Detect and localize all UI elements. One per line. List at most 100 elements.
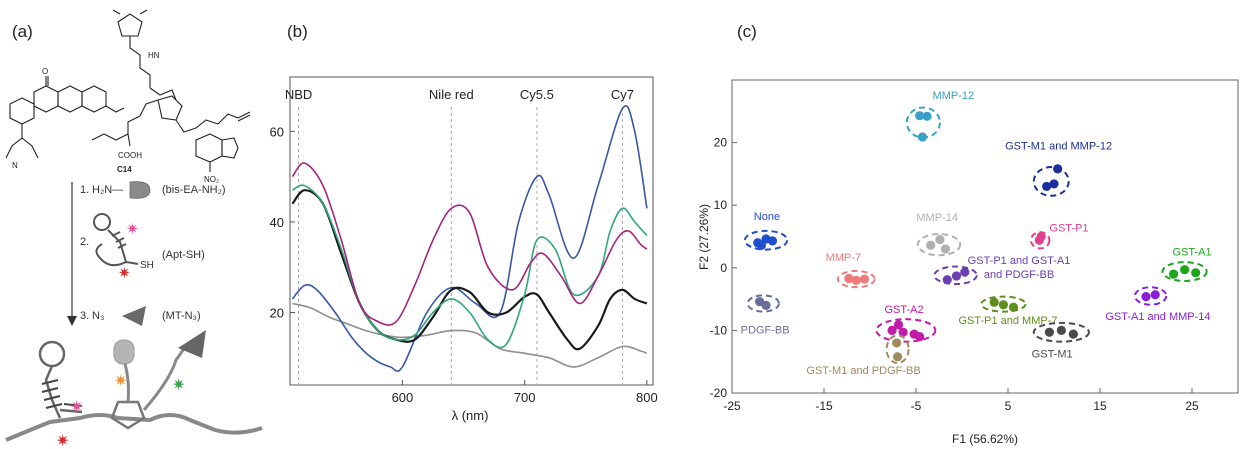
cluster-label-gst-p1: GST-P1 <box>1049 222 1088 234</box>
cluster-point-mmp-12-1 <box>922 111 932 121</box>
cluster-gst-m1: GST-M1 <box>1032 321 1090 360</box>
cluster-point-gst-a2-3 <box>915 332 925 342</box>
cluster-point-mmp-7-2 <box>859 274 870 284</box>
cluster-point-gst-m1-and-mmp-12-0 <box>1042 181 1052 192</box>
pca-y-axis-label: F2 (27.26%) <box>697 204 711 270</box>
step-3: 3. N₃ (MT-N₃) <box>80 306 201 326</box>
pink-star-icon: ✷ <box>126 221 139 238</box>
atom-hn-label: HN <box>148 51 160 60</box>
cluster-label-gst-m1-and-pdgf-bb: GST-M1 and PDGF-BB <box>806 365 920 377</box>
cluster-ellipse-gst-m1 <box>1032 321 1090 343</box>
cluster-point-gst-a2-4 <box>893 320 904 330</box>
cluster-ellipse-pdgf-bb <box>746 294 780 313</box>
aptamer-icon <box>93 213 139 267</box>
cluster-point-none-2 <box>767 236 778 246</box>
cluster-point-gst-a2-1 <box>898 327 908 337</box>
cluster-point-gst-a1-and-mmp-14-1 <box>1150 290 1160 300</box>
pca-x-tick-label-2: -5 <box>911 399 922 413</box>
pca-x-tick-label-5: 25 <box>1185 399 1199 413</box>
pca-x-tick-label-3: 5 <box>1005 399 1012 413</box>
cluster-ellipse-gst-a2 <box>875 318 937 343</box>
spectrum-series-0 <box>292 302 648 368</box>
panel-a-label: (a) <box>12 22 33 41</box>
cluster-point-gst-m1-and-mmp-12-2 <box>1053 164 1063 174</box>
cluster-gst-a2: GST-A2 <box>875 304 937 343</box>
cluster-mmp-12: MMP-12 <box>905 90 975 142</box>
cluster-label-gst-a1-and-mmp-14: GST-A1 and MMP-14 <box>1105 311 1210 323</box>
pca-x-axis-label: F1 (56.62%) <box>952 432 1018 446</box>
step-3-name: (MT-N₃) <box>162 310 201 322</box>
cluster-label-gst-a1: GST-A1 <box>1172 246 1211 258</box>
cluster-point-mmp-12-0 <box>915 111 925 121</box>
molecule-c14 <box>5 9 251 172</box>
cluster-gst-m1-and-mmp-12: GST-M1 and MMP-12 <box>1005 140 1112 197</box>
cluster-gst-p1: GST-P1 <box>1030 222 1089 250</box>
step-1-reagent: H₂N— <box>92 184 123 196</box>
step-2-name: (Apt-SH) <box>162 249 205 261</box>
pca-x-tick-label-1: -15 <box>815 399 833 413</box>
cluster-ellipse-mmp-7 <box>836 269 876 289</box>
red-star-icon: ✷ <box>118 265 131 282</box>
cluster-mmp-14: MMP-14 <box>916 212 962 257</box>
cluster-point-mmp-12-2 <box>917 132 928 142</box>
step-2-tag: SH <box>140 260 154 271</box>
spectrum-series-4 <box>291 162 648 326</box>
product-pink-star-icon: ✷ <box>70 399 83 416</box>
cluster-ellipse-gst-a1-and-mmp-14 <box>1133 286 1168 306</box>
cluster-point-gst-a1-0 <box>1169 269 1179 279</box>
y-tick-label-1: 40 <box>270 215 284 230</box>
cluster-ellipse-gst-p1-and-gst-a1-and-pdgf-bb <box>933 265 978 286</box>
cluster-point-gst-a1-2 <box>1191 268 1201 278</box>
y-tick-label-2: 60 <box>270 124 284 139</box>
pca-y-tick-label-4: 20 <box>714 136 728 150</box>
cluster-label-gst-m1: GST-M1 <box>1032 348 1073 360</box>
cluster-ellipse-mmp-14 <box>916 232 962 257</box>
cluster-point-gst-p1-and-mmp-7-2 <box>1008 302 1019 312</box>
pca-y-tick-label-1: -10 <box>710 323 728 337</box>
cluster-label-pdgf-bb: PDGF-BB <box>741 325 790 337</box>
cluster-none: None <box>743 211 789 251</box>
cluster-point-gst-p1-1 <box>1036 231 1046 242</box>
cluster-mmp-7: MMP-7 <box>826 252 876 289</box>
spectra-plot-frame <box>289 76 654 386</box>
cluster-label-gst-p1-and-gst-a1-and-pdgf-bb: GST-P1 and GST-A1 and PDGF-BB <box>968 255 1071 281</box>
pca-y-tick-label-2: 0 <box>720 261 727 275</box>
molecule-atom-labels: O HN COOH NO₂ N <box>12 51 219 184</box>
cluster-label-mmp-12: MMP-12 <box>933 90 975 102</box>
cluster-point-gst-m1-and-pdgf-bb-0 <box>892 338 902 348</box>
cluster-point-gst-p1-and-gst-a1-and-pdgf-bb-0 <box>942 275 952 285</box>
cluster-gst-p1-and-mmp-7: GST-P1 and MMP-7 <box>958 295 1058 327</box>
cluster-gst-a1: GST-A1 <box>1161 246 1212 282</box>
spectrum-series-3 <box>292 184 648 349</box>
spectra-x-axis-label: λ (nm) <box>452 408 489 423</box>
molecule-label: C14 <box>117 165 132 174</box>
cluster-ellipse-gst-a1 <box>1161 261 1208 282</box>
cluster-gst-p1-and-gst-a1-and-pdgf-bb: GST-P1 and GST-A1 and PDGF-BB <box>933 255 1071 286</box>
cluster-point-none-3 <box>756 240 767 250</box>
y-tick-label-0: 20 <box>270 306 284 321</box>
cluster-gst-m1-and-pdgf-bb: GST-M1 and PDGF-BB <box>806 334 921 377</box>
bis-ea-shape-icon <box>129 181 151 199</box>
atom-n-label: N <box>12 161 18 170</box>
cluster-label-gst-p1-and-mmp-7: GST-P1 and MMP-7 <box>958 315 1057 327</box>
cluster-point-pdgf-bb-1 <box>761 300 771 310</box>
cluster-point-mmp-7-1 <box>851 275 861 285</box>
cluster-label-gst-m1-and-mmp-12: GST-M1 and MMP-12 <box>1005 140 1112 152</box>
cluster-point-mmp-14-0 <box>926 240 936 250</box>
cluster-label-none: None <box>754 211 780 223</box>
cluster-point-mmp-14-2 <box>940 244 951 254</box>
cluster-label-mmp-14: MMP-14 <box>916 212 958 224</box>
cluster-ellipse-gst-m1-and-pdgf-bb <box>885 334 910 364</box>
pca-x-tick-label-0: -25 <box>723 399 741 413</box>
ref-line-label-2: Cy5.5 <box>520 87 554 102</box>
ref-line-label-0: NBD <box>285 87 312 102</box>
reaction-arrow <box>67 182 77 326</box>
cluster-point-gst-p1-and-gst-a1-and-pdgf-bb-2 <box>960 267 970 277</box>
mt-triangle-icon <box>122 306 146 326</box>
panel-a-scheme: O HN COOH NO₂ N C14 1. H₂N— (bis-EA-NH₂)… <box>5 9 263 449</box>
cluster-point-mmp-14-1 <box>935 235 945 245</box>
step-1-index: 1. <box>80 184 89 196</box>
atom-o-label: O <box>42 67 48 76</box>
